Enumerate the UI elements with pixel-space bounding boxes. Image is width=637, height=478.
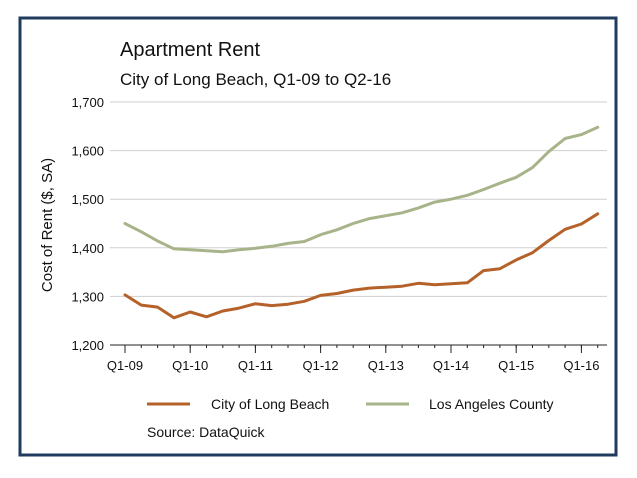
legend-label-long-beach: City of Long Beach <box>211 396 329 412</box>
y-axis-ticks: 1,200 1,300 1,400 1,500 1,600 1,700 <box>71 95 104 353</box>
y-tick-label: 1,500 <box>71 192 104 207</box>
x-tick-label: Q1-12 <box>303 358 339 373</box>
series-lines <box>123 125 600 320</box>
x-tick-label: Q1-10 <box>172 358 208 373</box>
x-tick-label: Q1-16 <box>563 358 599 373</box>
y-tick-label: 1,200 <box>71 338 104 353</box>
y-tick-label: 1,700 <box>71 95 104 110</box>
series-line-long-beach <box>123 212 600 320</box>
x-tick-label: Q1-14 <box>433 358 469 373</box>
y-tick-label: 1,400 <box>71 241 104 256</box>
legend: City of Long Beach Los Angeles County <box>147 396 554 412</box>
source-note: Source: DataQuick <box>147 424 265 440</box>
legend-label-la-county: Los Angeles County <box>429 396 554 412</box>
x-tick-label: Q1-09 <box>107 358 143 373</box>
x-axis: Q1-09 Q1-10 Q1-11 Q1-12 Q1-13 Q1-14 Q1-15 Q1-16 <box>107 344 607 373</box>
y-tick-label: 1,600 <box>71 144 104 159</box>
x-tick-label: Q1-15 <box>498 358 534 373</box>
y-axis-label: Cost of Rent ($, SA) <box>39 158 56 292</box>
y-tick-label: 1,300 <box>71 289 104 304</box>
series-line-la-county <box>123 125 600 254</box>
x-tick-label: Q1-13 <box>368 358 404 373</box>
chart-subtitle: City of Long Beach, Q1-09 to Q2-16 <box>120 70 391 89</box>
x-tick-label: Q1-11 <box>238 358 273 373</box>
chart-title: Apartment Rent <box>120 39 261 61</box>
